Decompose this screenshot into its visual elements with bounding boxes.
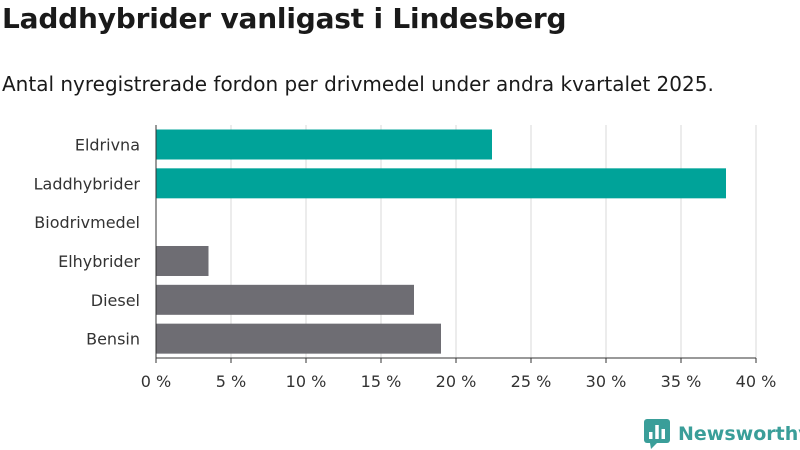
brand-name: Newsworthy: [678, 423, 800, 445]
bar: [156, 284, 414, 315]
category-label: Eldrivna: [75, 136, 140, 155]
x-tick-label: 0 %: [141, 372, 171, 391]
chart-title: Laddhybrider vanligast i Lindesberg: [2, 2, 567, 35]
chart-subtitle: Antal nyregistrerade fordon per drivmede…: [2, 72, 714, 96]
grid-lines: [230, 125, 757, 358]
bar: [156, 245, 209, 276]
x-tick-label: 15 %: [361, 372, 402, 391]
bar: [156, 323, 441, 354]
bars: [156, 129, 726, 354]
x-tick-label: 35 %: [661, 372, 702, 391]
x-axis: [155, 125, 757, 363]
category-label: Biodrivmedel: [34, 213, 140, 232]
x-tick-label: 5 %: [216, 372, 246, 391]
brand-logo: Newsworthy: [644, 418, 800, 450]
x-tick-label: 30 %: [586, 372, 627, 391]
x-tick-label: 10 %: [286, 372, 327, 391]
category-labels: Eldrivna Laddhybrider Biodrivmedel Elhybrid…: [34, 136, 141, 349]
newsworthy-chart-bubble-icon: [644, 419, 670, 449]
bar: [156, 168, 726, 199]
x-tick-labels: 0 % 5 % 10 % 15 % 20 % 25 % 30 % 35 % 40 %: [141, 372, 777, 391]
x-tick-label: 20 %: [436, 372, 477, 391]
category-label: Elhybrider: [58, 252, 140, 271]
bar: [156, 129, 492, 160]
category-label: Bensin: [86, 330, 140, 349]
x-tick-label: 25 %: [511, 372, 552, 391]
category-label: Diesel: [91, 291, 140, 310]
x-tick-label: 40 %: [736, 372, 777, 391]
category-label: Laddhybrider: [34, 174, 141, 193]
